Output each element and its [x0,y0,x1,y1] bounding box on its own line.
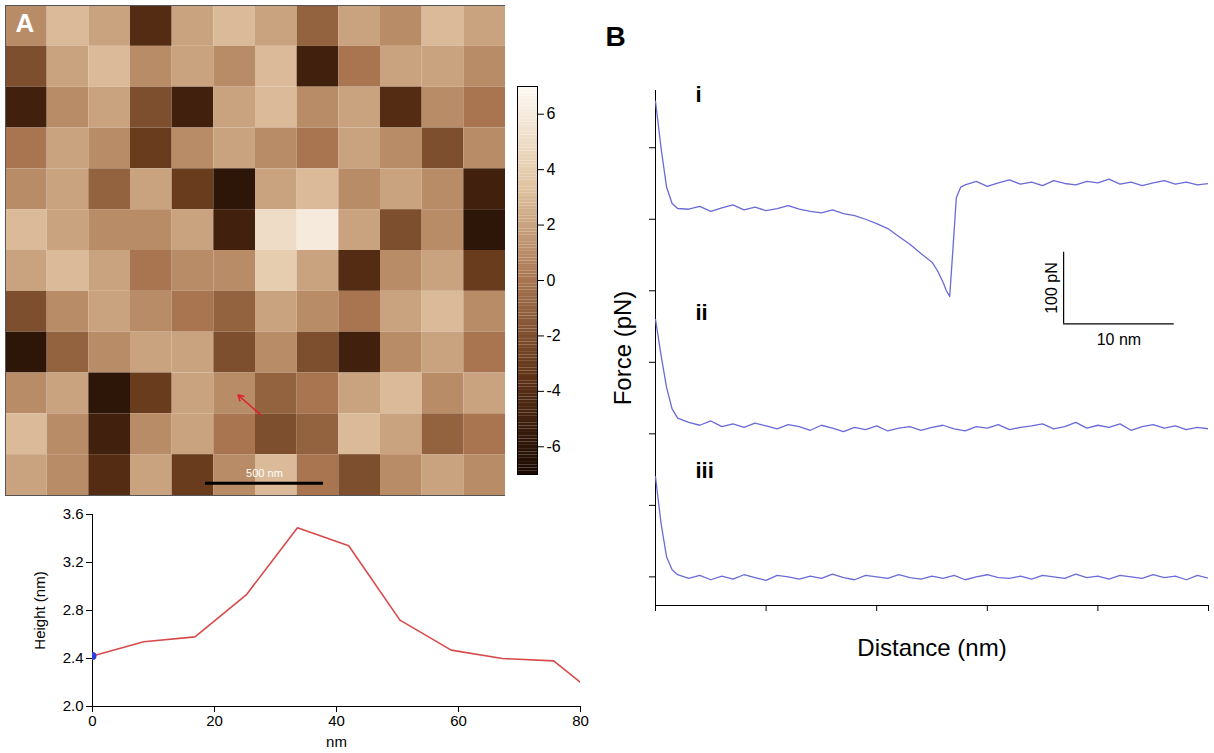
svg-text:-4: -4 [547,382,561,399]
svg-text:20: 20 [206,712,223,729]
svg-text:Distance (nm): Distance (nm) [857,634,1006,661]
svg-text:-6: -6 [547,438,561,455]
svg-text:Height (nm): Height (nm) [31,571,48,649]
svg-text:iii: iii [696,458,714,483]
svg-text:Force (pN): Force (pN) [609,291,636,406]
svg-text:0: 0 [88,712,96,729]
svg-text:80: 80 [572,712,589,729]
svg-text:4: 4 [547,161,556,178]
svg-text:A: A [16,8,35,38]
svg-text:40: 40 [328,712,345,729]
svg-text:10 nm: 10 nm [1097,331,1141,348]
svg-text:2.0: 2.0 [63,697,84,714]
svg-text:2.8: 2.8 [63,601,84,618]
svg-text:-2: -2 [547,327,561,344]
svg-text:i: i [696,82,702,107]
svg-text:6: 6 [547,105,556,122]
svg-text:0: 0 [547,272,556,289]
svg-text:100 pN: 100 pN [1043,262,1060,314]
svg-text:60: 60 [450,712,467,729]
svg-text:2.4: 2.4 [63,649,84,666]
svg-text:nm: nm [326,733,347,750]
svg-text:B: B [606,21,626,52]
svg-text:3.6: 3.6 [63,505,84,522]
svg-text:500 nm: 500 nm [246,467,283,479]
svg-text:ii: ii [696,300,708,325]
svg-text:2: 2 [547,216,556,233]
svg-text:3.2: 3.2 [63,553,84,570]
